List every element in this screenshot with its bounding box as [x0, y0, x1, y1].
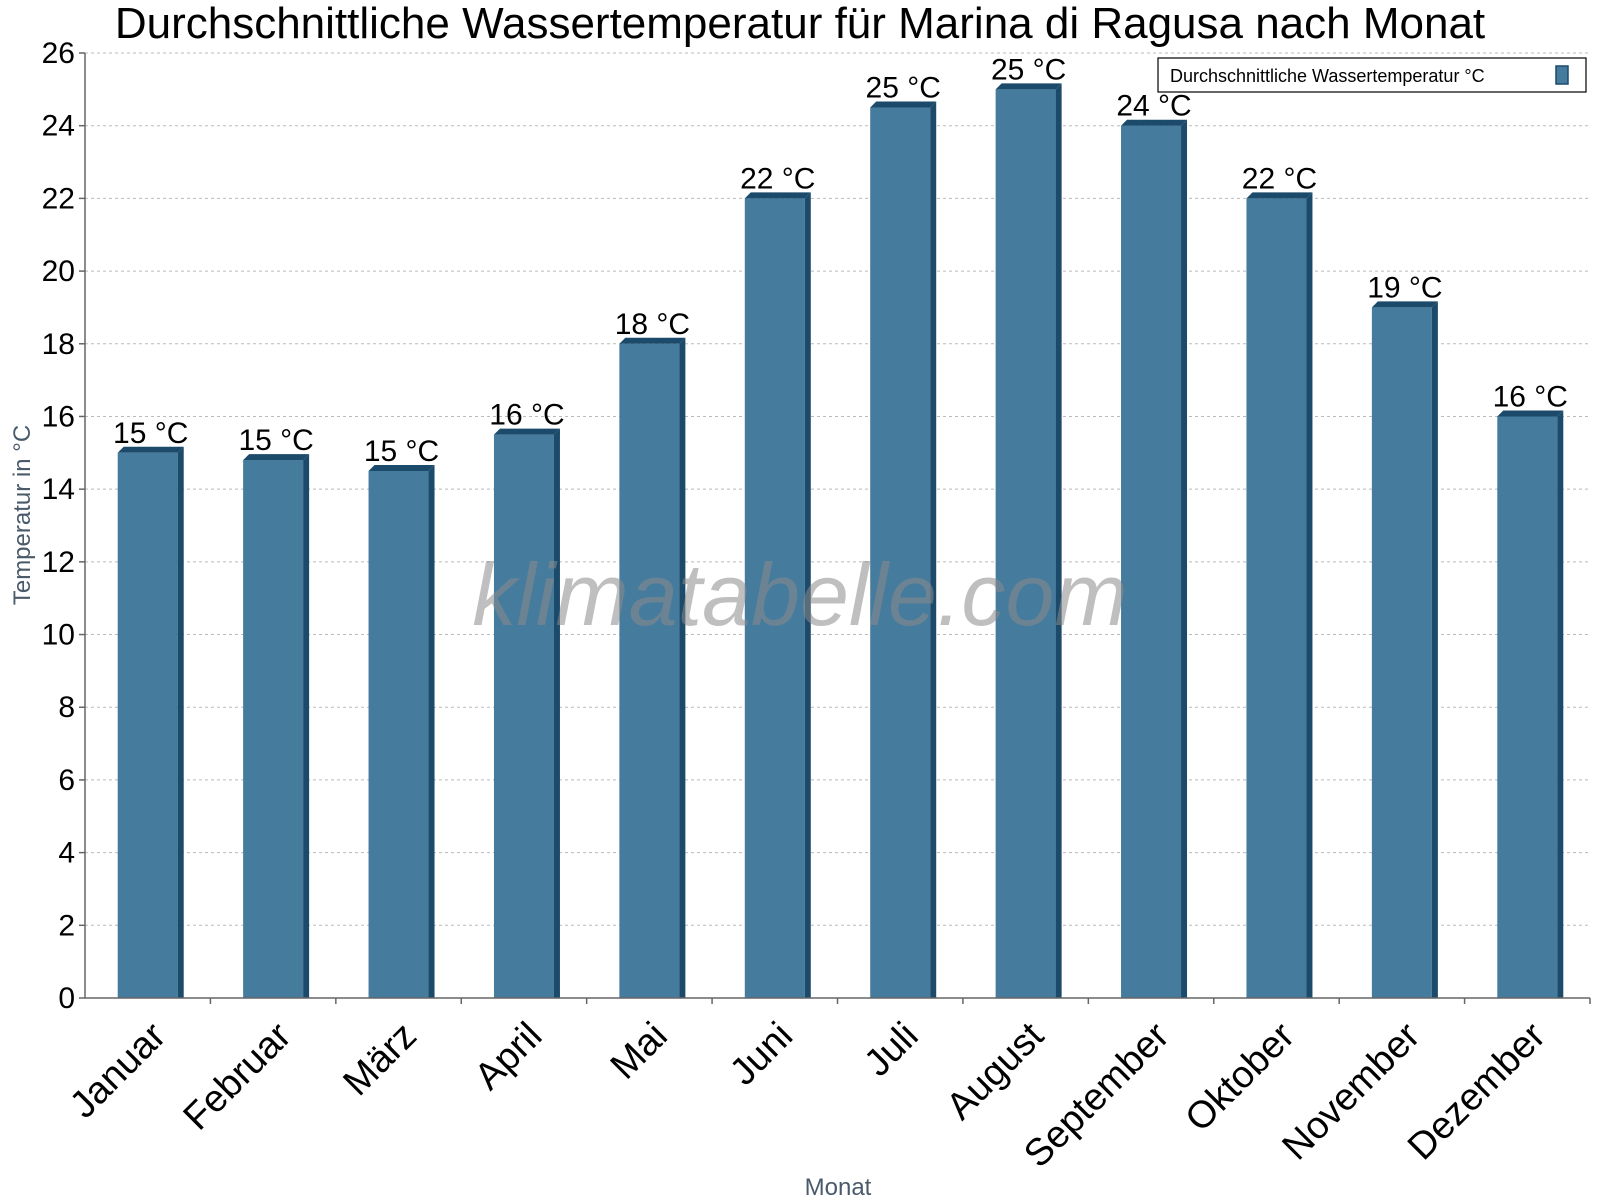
bar [1371, 307, 1432, 998]
data-label: 15 °C [113, 417, 188, 450]
data-label: 15 °C [364, 435, 439, 468]
x-axis-ticks: Januar Februar März April Mai Juni Juli AugustS… [62, 998, 1591, 1176]
data-label: 25 °C [991, 53, 1066, 86]
y-tick-label: 2 [58, 909, 75, 942]
y-axis-label: Temperatur in °C [9, 425, 36, 605]
bar [243, 460, 304, 999]
bar-top [870, 101, 937, 108]
legend: Durchschnittliche Wassertemperatur °C [1157, 57, 1587, 93]
x-tick-label: Mai [603, 1015, 676, 1088]
bar-group: 15 °C [113, 417, 188, 998]
y-tick-label: 18 [42, 328, 75, 361]
bar [619, 343, 680, 998]
bar-side [930, 101, 937, 999]
bar-top [995, 83, 1062, 90]
data-label: 16 °C [1493, 380, 1568, 413]
y-tick-label: 16 [42, 400, 75, 433]
x-axis-label: Monat [805, 1174, 872, 1200]
bar-side [1181, 119, 1188, 998]
legend-box [1157, 57, 1587, 93]
bar-group: 15 °C [238, 424, 314, 999]
bar-side [177, 446, 184, 998]
x-tick-label: März [335, 1015, 424, 1104]
bar-group: 25 °C [991, 53, 1066, 999]
x-tick-label: Juli [857, 1015, 927, 1085]
bars: 15 °C 15 °C 15 °C 16 °C 18 °C 22 °C 25 °C 25 °C… [113, 53, 1568, 999]
bar-side [1055, 83, 1062, 999]
bar [493, 434, 554, 998]
x-tick-label: Oktober [1178, 1014, 1304, 1140]
y-tick-label: 4 [58, 837, 75, 870]
bar-group: 22 °C [740, 162, 815, 998]
data-label: 15 °C [238, 424, 313, 457]
data-label: 19 °C [1367, 271, 1442, 304]
bar-side [428, 464, 435, 998]
y-tick-label: 20 [42, 255, 75, 288]
axes [84, 53, 1590, 999]
bar-top [1497, 410, 1564, 417]
bar-group: 15 °C [364, 435, 439, 998]
legend-label: Durchschnittliche Wassertemperatur °C [1170, 66, 1485, 86]
y-tick-label: 14 [42, 473, 75, 506]
y-tick-label: 6 [58, 764, 75, 797]
bar-side [553, 428, 560, 998]
bar [744, 198, 805, 998]
bar-group: 22 °C [1242, 162, 1317, 998]
bar-top [1246, 192, 1313, 199]
bar-side [1431, 301, 1438, 998]
bar [1497, 416, 1558, 998]
y-tick-label: 26 [42, 37, 75, 70]
x-tick-label: Januar [62, 1014, 174, 1126]
x-tick-label: Dezember [1400, 1014, 1554, 1168]
watermark: klimatabelle.com [472, 545, 1127, 644]
data-label: 24 °C [1116, 90, 1191, 123]
bar-group: 24 °C [1116, 90, 1192, 998]
bar-group: 25 °C [866, 72, 941, 999]
x-tick-label: April [467, 1015, 550, 1098]
x-tick-label: Juni [722, 1015, 801, 1094]
grid-lines [85, 52, 1590, 926]
bar-top [1121, 119, 1188, 126]
bar [368, 470, 429, 998]
bar-side [1306, 192, 1313, 998]
bar [1246, 198, 1307, 998]
bar-top [493, 428, 560, 435]
legend-swatch [1555, 65, 1569, 85]
bar [117, 452, 178, 998]
bar-top [117, 446, 184, 453]
data-label: 25 °C [866, 72, 941, 105]
x-tick-label: Februar [176, 1014, 300, 1138]
bar-top [368, 464, 435, 471]
bar-group: 18 °C [615, 308, 690, 998]
bar-group: 16 °C [1493, 380, 1568, 998]
bar-side [679, 337, 686, 998]
bar-side [1557, 410, 1564, 998]
bar-top [619, 337, 686, 344]
bar-side [303, 454, 310, 999]
y-tick-label: 22 [42, 182, 75, 215]
bar-group: 19 °C [1367, 271, 1443, 998]
data-label: 16 °C [489, 399, 564, 432]
bar [995, 89, 1056, 999]
y-tick-label: 24 [42, 110, 75, 143]
y-tick-label: 8 [58, 691, 75, 724]
bar [870, 107, 931, 999]
y-tick-label: 12 [42, 546, 75, 579]
bar-top [1371, 301, 1438, 308]
x-tick-label: August [939, 1014, 1053, 1128]
bar-top [744, 192, 811, 199]
bar-side [804, 192, 811, 998]
y-tick-label: 10 [42, 619, 75, 652]
bar-group: 16 °C [489, 399, 565, 998]
y-tick-label: 0 [58, 982, 75, 1015]
bar-top [243, 454, 310, 461]
data-label: 18 °C [615, 308, 690, 341]
chart-title: Durchschnittliche Wassertemperatur für M… [115, 0, 1485, 48]
data-label: 22 °C [1242, 162, 1317, 195]
data-label: 22 °C [740, 162, 815, 195]
bar [1121, 125, 1182, 998]
